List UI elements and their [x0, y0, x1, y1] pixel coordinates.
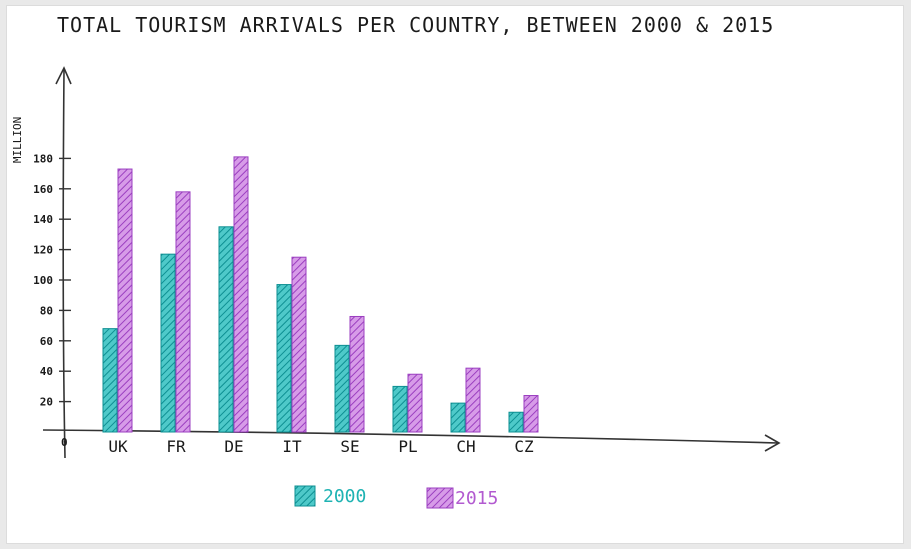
x-tick-label-ch: CH [456, 437, 475, 456]
y-tick-label: 60 [40, 335, 53, 348]
y-axis [62, 69, 66, 459]
bar-se-2000 [334, 344, 350, 433]
y-tick-label: 80 [40, 304, 53, 317]
bar-cz-2015 [523, 395, 539, 433]
x-tick-labels: UK FR DE IT SE PL CH CZ [108, 437, 534, 456]
y-tick-label: 120 [33, 244, 53, 257]
bar-se-2015 [349, 315, 365, 433]
x-tick-label-se: SE [340, 437, 359, 456]
chart-title: TOTAL TOURISM ARRIVALS PER COUNTRY, BETW… [57, 13, 774, 37]
bar-ch-2000 [450, 402, 466, 433]
x-tick-label-uk: UK [108, 437, 128, 456]
x-tick-label-pl: PL [398, 437, 417, 456]
bar-cz-2000 [508, 411, 524, 433]
bar-ch-2015 [465, 367, 481, 433]
bar-pl-2015 [407, 373, 423, 433]
bar-uk-2015 [117, 168, 133, 433]
bar-fr-2015 [175, 191, 191, 433]
bars [102, 156, 539, 433]
bar-chart: TOTAL TOURISM ARRIVALS PER COUNTRY, BETW… [11, 13, 781, 509]
legend-label-2000: 2000 [323, 486, 366, 507]
chart-card: TOTAL TOURISM ARRIVALS PER COUNTRY, BETW… [6, 5, 904, 544]
y-tick-label: 40 [40, 365, 53, 378]
origin-label: 0 [61, 436, 68, 449]
x-tick-label-fr: FR [166, 437, 186, 456]
y-axis-label: MILLION [11, 117, 24, 163]
legend-swatch-2015 [426, 487, 454, 509]
bar-fr-2000 [160, 253, 176, 433]
bar-it-2015 [291, 256, 307, 433]
legend: 2000 2015 [294, 485, 498, 509]
y-ticks: 20 40 60 80 100 120 140 160 180 [33, 152, 71, 409]
legend-swatch-2000 [294, 485, 316, 507]
y-tick-label: 20 [40, 396, 53, 409]
x-axis-arrowhead [764, 434, 781, 452]
x-tick-label-de: DE [224, 437, 243, 456]
y-tick-label: 100 [33, 274, 53, 287]
x-tick-label-cz: CZ [514, 437, 534, 456]
bar-de-2000 [218, 226, 234, 433]
legend-label-2015: 2015 [455, 488, 498, 509]
x-tick-label-it: IT [282, 437, 302, 456]
y-tick-label: 180 [33, 152, 53, 165]
y-tick-label: 140 [33, 213, 53, 226]
bar-it-2000 [276, 284, 292, 433]
y-axis-arrowhead [55, 66, 72, 85]
bar-pl-2000 [392, 385, 408, 433]
bar-uk-2000 [102, 328, 118, 433]
x-axis [42, 429, 780, 444]
y-tick-label: 160 [33, 183, 53, 196]
bar-de-2015 [233, 156, 249, 433]
